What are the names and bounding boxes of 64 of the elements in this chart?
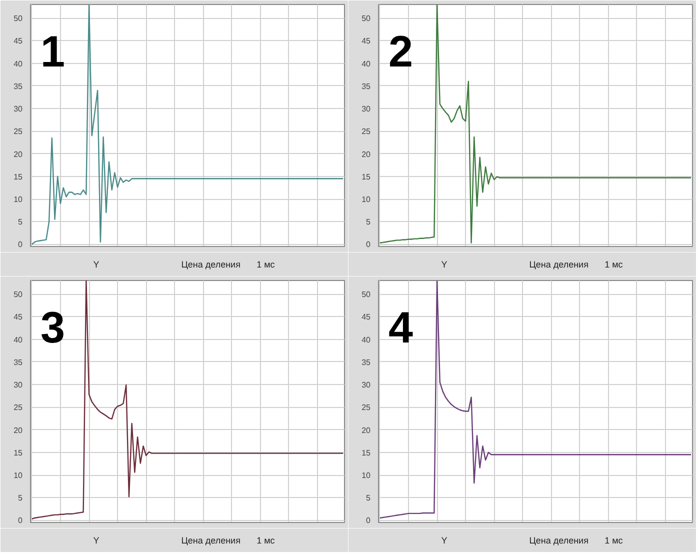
- y-tick-label: 0: [18, 240, 24, 250]
- y-tick-label: 5: [366, 494, 372, 503]
- y-tick-label: 20: [14, 150, 24, 159]
- y-tick-label: 40: [14, 335, 24, 344]
- y-tick-label: 35: [362, 82, 372, 91]
- y-tick-label: 0: [18, 516, 24, 526]
- text: Цена деления: [181, 536, 241, 546]
- text: 3: [40, 304, 65, 352]
- text: 1 мс: [256, 260, 276, 270]
- y-tick-label: 45: [362, 36, 372, 46]
- y-tick-label: 30: [362, 104, 372, 114]
- y-tick-label: 15: [14, 448, 24, 458]
- y-tick-label: 50: [362, 14, 372, 24]
- y-tick-label: 30: [14, 380, 24, 390]
- text: 2: [388, 28, 413, 76]
- y-tick-label: 25: [362, 127, 372, 136]
- y-tick-label: 25: [362, 403, 372, 412]
- text: Цена деления: [181, 260, 241, 270]
- line-series: [31, 4, 344, 245]
- y-tick-label: 25: [14, 403, 24, 412]
- y-tick-label: 5: [18, 494, 24, 503]
- y-tick-label: 15: [362, 448, 372, 458]
- line-series: [379, 280, 692, 519]
- y-tick-label: 45: [14, 312, 24, 322]
- y-tick-label: 40: [362, 59, 372, 68]
- y-tick-label: 20: [362, 426, 372, 435]
- text: 4: [388, 304, 414, 352]
- text: 1 мс: [604, 536, 624, 546]
- y-tick-label: 10: [362, 471, 372, 480]
- y-tick-label: 25: [14, 127, 24, 136]
- y-tick-label: 50: [14, 290, 24, 300]
- y-tick-label: 50: [362, 290, 372, 300]
- y-tick-label: 45: [362, 312, 372, 322]
- text: Y: [441, 260, 448, 270]
- y-tick-label: 35: [14, 358, 24, 367]
- y-tick-label: 45: [14, 36, 24, 46]
- y-tick-label: 30: [362, 380, 372, 390]
- y-tick-label: 40: [14, 59, 24, 68]
- y-tick-label: 30: [14, 104, 24, 114]
- text: 1 мс: [256, 536, 276, 546]
- y-tick-label: 10: [362, 195, 372, 204]
- y-tick-label: 15: [362, 172, 372, 182]
- y-tick-label: 10: [14, 195, 24, 204]
- y-tick-label: 5: [366, 218, 372, 227]
- y-tick-label: 20: [14, 426, 24, 435]
- text: 1 мс: [604, 260, 624, 270]
- text: 1: [40, 28, 65, 76]
- y-tick-label: 0: [366, 516, 372, 526]
- text: Цена деления: [529, 260, 589, 270]
- line-series: [379, 4, 692, 244]
- y-tick-label: 20: [362, 150, 372, 159]
- y-tick-label: 15: [14, 172, 24, 182]
- text: Y: [93, 536, 100, 546]
- text: Y: [441, 536, 448, 546]
- y-tick-label: 35: [14, 82, 24, 91]
- y-tick-label: 0: [366, 240, 372, 250]
- text: Y: [93, 260, 100, 270]
- y-tick-label: 40: [362, 335, 372, 344]
- y-tick-label: 10: [14, 471, 24, 480]
- text: Цена деления: [529, 536, 589, 546]
- y-tick-label: 50: [14, 14, 24, 24]
- y-tick-label: 35: [362, 358, 372, 367]
- line-series: [31, 280, 344, 520]
- y-tick-label: 5: [18, 218, 24, 227]
